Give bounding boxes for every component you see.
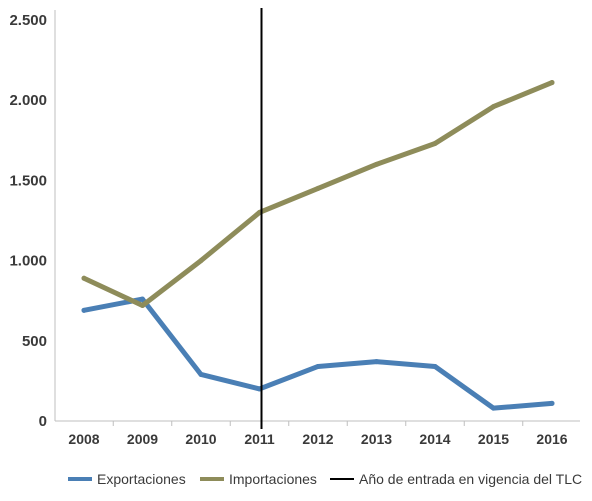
data-point bbox=[491, 405, 496, 411]
legend: Exportaciones Importaciones Año de entrada… bbox=[68, 471, 582, 487]
x-axis-ticks: 2008 2009 2010 2011 2012 2013 2014 2015 2016 bbox=[68, 421, 568, 447]
x-tick-label: 2010 bbox=[185, 431, 216, 447]
data-point bbox=[81, 307, 87, 313]
legend-label: Importaciones bbox=[229, 471, 317, 487]
x-tick-label: 2015 bbox=[478, 431, 509, 447]
y-tick-label: 2.000 bbox=[9, 92, 47, 109]
data-point bbox=[315, 363, 321, 369]
data-point bbox=[549, 80, 555, 86]
x-tick-label: 2009 bbox=[127, 431, 158, 447]
data-point bbox=[374, 161, 379, 167]
legend-label: Año de entrada en vigencia del TLC bbox=[359, 471, 582, 487]
legend-item: Importaciones bbox=[200, 471, 317, 487]
data-point bbox=[198, 371, 204, 377]
x-tick-label: 2012 bbox=[302, 431, 333, 447]
y-tick-label: 500 bbox=[22, 333, 47, 350]
x-tick-label: 2008 bbox=[68, 431, 99, 447]
y-tick-label: 0 bbox=[39, 413, 47, 430]
legend-label: Exportaciones bbox=[97, 471, 186, 487]
x-tick-label: 2013 bbox=[361, 431, 392, 447]
x-tick-label: 2016 bbox=[536, 431, 567, 447]
series-line-importaciones bbox=[81, 80, 555, 309]
data-point bbox=[315, 185, 321, 191]
data-point bbox=[432, 141, 438, 147]
legend-item: Año de entrada en vigencia del TLC bbox=[330, 471, 582, 487]
data-point bbox=[549, 400, 555, 406]
x-tick-label: 2014 bbox=[419, 431, 450, 447]
chart-axes bbox=[54, 10, 580, 422]
series-lines bbox=[81, 80, 555, 411]
data-point bbox=[140, 303, 145, 309]
y-axis-ticks: 0 500 1.000 1.500 2.000 2.500 bbox=[9, 12, 47, 430]
data-point bbox=[81, 275, 87, 281]
y-tick-label: 2.500 bbox=[9, 12, 47, 29]
x-tick-label: 2011 bbox=[244, 431, 275, 447]
data-point bbox=[491, 104, 496, 110]
data-point bbox=[374, 359, 379, 365]
legend-item: Exportaciones bbox=[68, 471, 186, 487]
data-point bbox=[140, 296, 145, 302]
y-tick-label: 1.500 bbox=[9, 172, 47, 189]
y-tick-label: 1.000 bbox=[9, 253, 47, 270]
data-point bbox=[198, 258, 204, 264]
data-point bbox=[432, 363, 438, 369]
series-line-exportaciones bbox=[81, 296, 555, 411]
